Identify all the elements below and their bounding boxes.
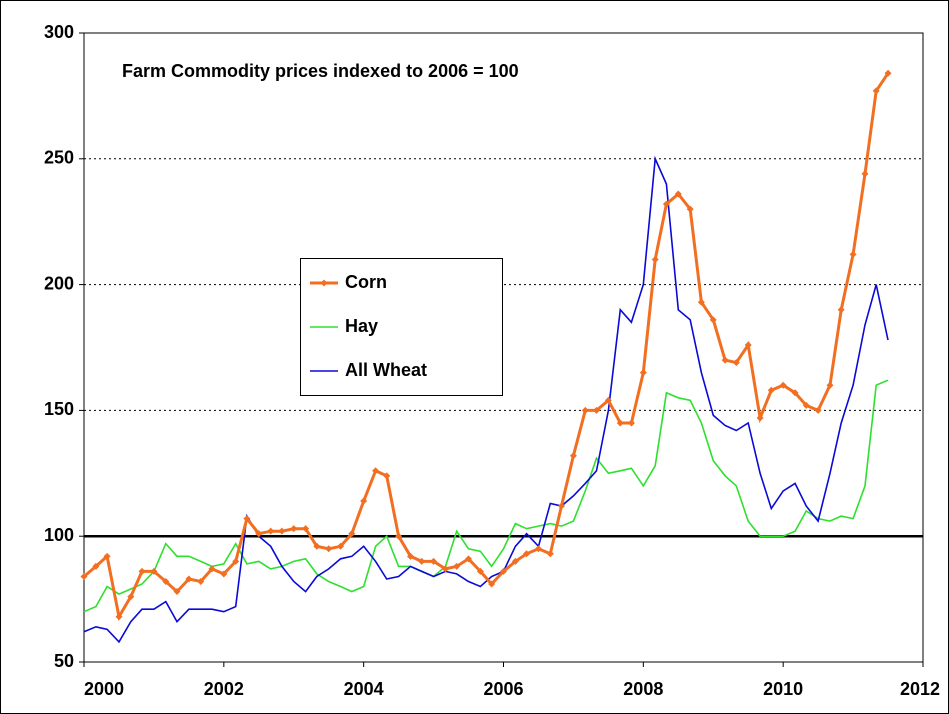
x-tick-label: 2004 [344,679,384,699]
marker [185,575,193,583]
marker [465,555,473,563]
plot-area [83,32,924,663]
marker [360,497,368,505]
marker [651,255,659,263]
marker [80,572,88,580]
legend-marker [320,279,328,287]
marker [418,557,426,565]
legend-label: All Wheat [345,360,427,380]
marker [278,527,286,535]
marker [732,359,740,367]
marker [453,562,461,570]
series-line [83,72,890,621]
marker [872,87,880,95]
legend-label: Hay [345,316,378,336]
marker [756,414,764,422]
marker [476,567,484,575]
series-line [83,379,889,613]
marker [325,545,333,553]
marker [337,542,345,550]
marker [127,593,135,601]
marker [744,341,752,349]
marker [558,502,566,510]
marker [581,406,589,414]
y-tick-label: 100 [44,525,74,545]
marker [686,205,694,213]
marker [430,557,438,565]
x-tick-label: 2006 [483,679,523,699]
marker [197,577,205,585]
y-tick-label: 200 [44,273,74,293]
legend-label: Corn [345,272,387,292]
marker [616,419,624,427]
marker [767,386,775,394]
marker [837,306,845,314]
marker [861,170,869,178]
marker [150,567,158,575]
marker [604,396,612,404]
x-tick-label: 2010 [763,679,803,699]
marker [348,530,356,538]
marker [243,515,251,523]
x-tick-label: 2008 [623,679,663,699]
y-tick-label: 50 [54,651,74,671]
marker [802,401,810,409]
marker [395,532,403,540]
series-line [83,155,889,644]
marker [290,525,298,533]
marker [232,557,240,565]
marker [267,527,275,535]
marker [674,190,682,198]
marker [814,406,822,414]
marker [627,419,635,427]
marker [721,356,729,364]
marker [791,389,799,397]
x-tick-label: 2000 [84,679,124,699]
x-tick-label: 2012 [900,679,940,699]
y-tick-label: 300 [44,22,74,42]
marker [639,369,647,377]
marker [697,298,705,306]
marker [709,316,717,324]
chart-title: Farm Commodity prices indexed to 2006 = … [122,61,519,81]
marker [441,565,449,573]
marker [569,452,577,460]
marker [115,613,123,621]
marker [220,570,228,578]
marker [779,381,787,389]
marker [162,577,170,585]
marker [138,567,146,575]
marker [849,250,857,258]
marker [500,567,507,575]
marker [592,406,600,414]
marker [255,530,263,538]
marker [208,565,216,573]
y-tick-label: 250 [44,148,74,168]
marker [523,550,531,558]
marker [662,200,670,208]
marker [383,472,391,480]
marker [546,550,554,558]
marker [302,525,310,533]
marker [313,542,321,550]
marker [372,467,380,475]
marker [534,545,542,553]
marker [511,557,519,565]
marker [826,381,834,389]
y-tick-label: 150 [44,399,74,419]
marker [407,552,415,560]
marker [103,552,111,560]
x-tick-label: 2002 [204,679,244,699]
marker [173,588,181,596]
marker [488,580,496,588]
marker [92,562,100,570]
marker [884,69,892,77]
